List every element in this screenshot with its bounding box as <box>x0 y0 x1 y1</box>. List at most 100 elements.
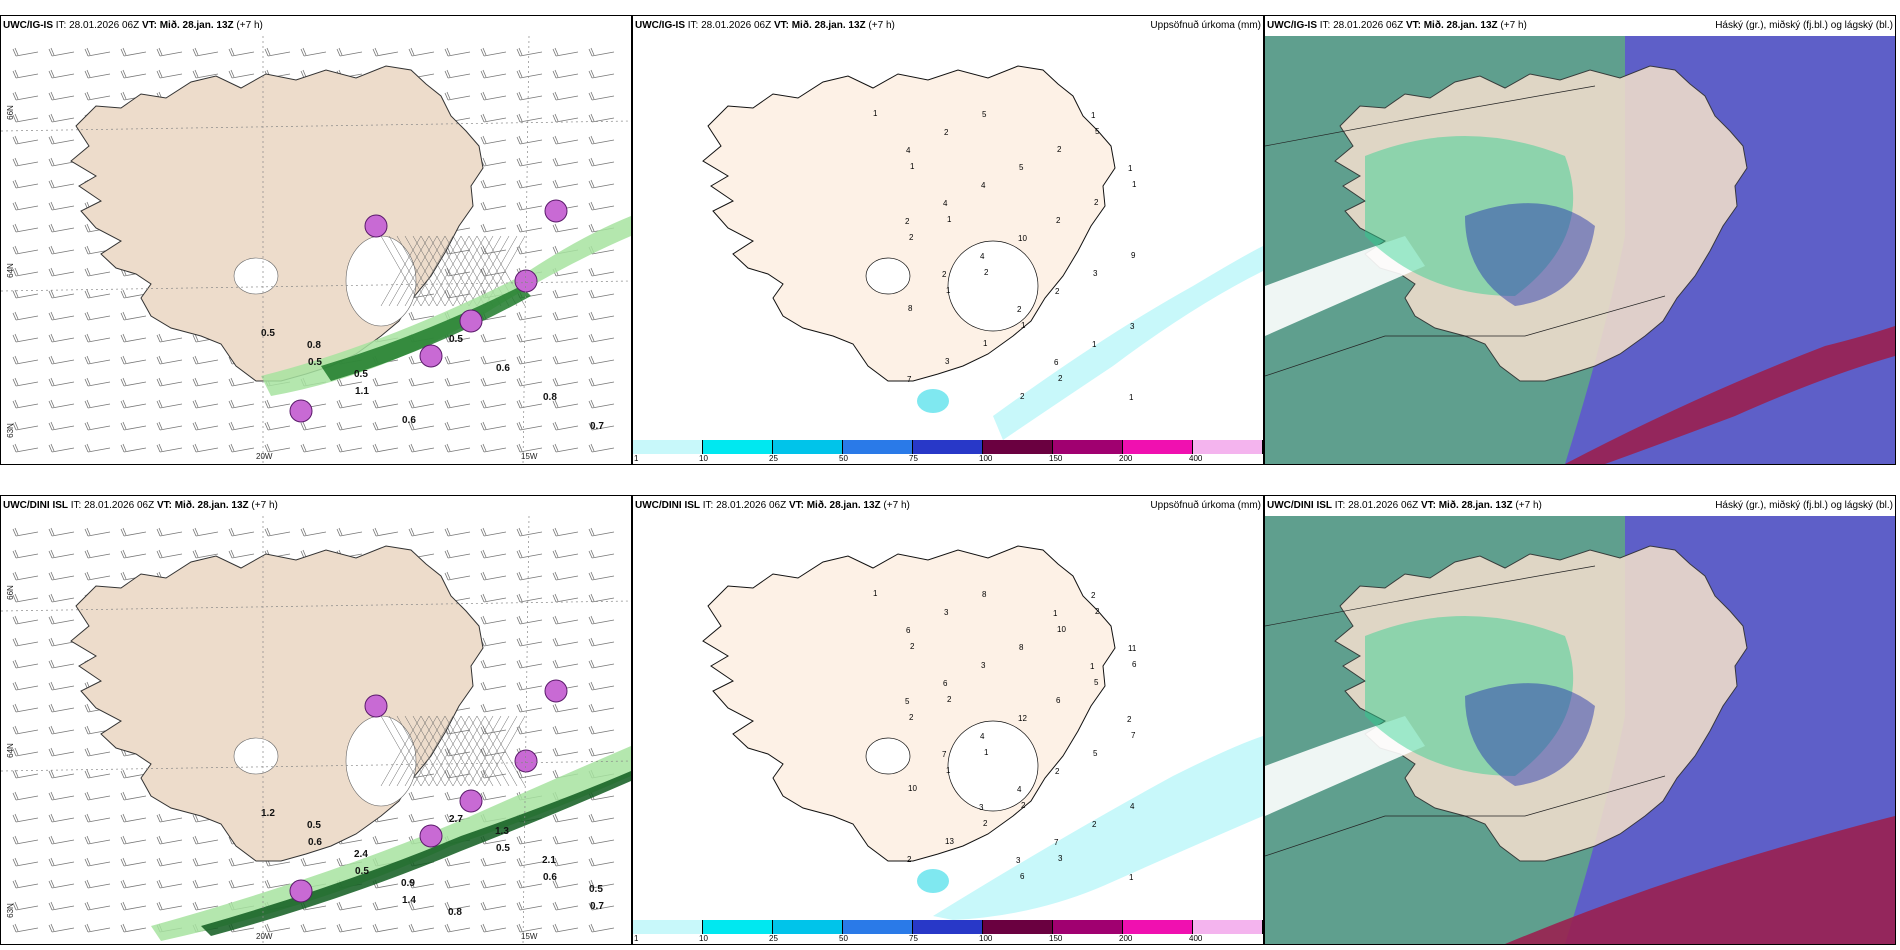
hatch-line <box>428 235 470 307</box>
graticule-line <box>1265 85 1596 147</box>
precip-value: 4 <box>906 146 911 155</box>
precip-value: 5 <box>1095 127 1100 136</box>
wind-barb <box>516 201 543 211</box>
wind-barb <box>12 443 39 453</box>
wind-barb <box>336 443 363 453</box>
wind-barb <box>48 571 75 581</box>
wind-barb <box>588 135 615 145</box>
precip-spot <box>917 869 949 893</box>
wind-barb <box>120 901 147 911</box>
wind-barb <box>120 923 147 933</box>
wind-barb <box>552 223 579 233</box>
hatch-line <box>436 235 478 307</box>
wind-barb <box>552 901 579 911</box>
cloud-map <box>1265 516 1895 944</box>
wind-barb <box>372 377 399 387</box>
wind-barb <box>552 659 579 669</box>
wind-barb <box>372 421 399 431</box>
colorbar-tick: 1 <box>634 934 639 943</box>
wind-barb <box>372 443 399 453</box>
glacier <box>345 715 417 807</box>
wind-barb <box>120 527 147 537</box>
wind-barb <box>516 549 543 559</box>
precip-value: 12 <box>1018 714 1027 723</box>
wind-barb <box>516 443 543 453</box>
wind-map: 0.5 0.5 1.1 0.6 0.5 0.6 0.8 0.7 0.8 0.5 <box>1 36 631 464</box>
wind-barb <box>156 443 183 453</box>
wind-barb <box>84 443 111 453</box>
precip-value: 2 <box>1020 392 1025 401</box>
wind-barb <box>336 901 363 911</box>
wind-barb <box>192 443 219 453</box>
colorbar-swatch <box>633 920 703 934</box>
wind-barb <box>84 747 111 757</box>
wind-barb <box>516 923 543 933</box>
graticule-line <box>1265 295 1666 377</box>
wind-barb <box>120 835 147 845</box>
wind-barb <box>120 813 147 823</box>
graticule-line <box>1 120 631 132</box>
wind-barb <box>48 901 75 911</box>
colorbar: 1 10 25 50 75 100 150 200 400 <box>633 920 1263 944</box>
precip-value: 1 <box>1129 873 1134 882</box>
wind-value-label: 0.6 <box>402 415 416 426</box>
wind-barb <box>84 923 111 933</box>
wind-barb <box>84 901 111 911</box>
wind-barb <box>372 835 399 845</box>
wind-barb <box>48 527 75 537</box>
wind-value-label: 0.7 <box>590 901 604 912</box>
colorbar-swatch <box>843 440 913 454</box>
wind-barb <box>552 857 579 867</box>
wind-barb <box>516 113 543 123</box>
wind-barb <box>588 615 615 625</box>
wind-value-label: 0.5 <box>354 369 368 380</box>
wind-barb <box>516 527 543 537</box>
colorbar-tick: 25 <box>769 934 778 943</box>
wind-barb <box>552 443 579 453</box>
wind-barb <box>408 399 435 409</box>
wind-barb <box>588 747 615 757</box>
wind-barb <box>444 91 471 101</box>
wind-value-label: 0.6 <box>496 363 510 374</box>
wind-barb <box>264 47 291 57</box>
wind-barb <box>444 879 471 889</box>
wind-barb <box>12 135 39 145</box>
colorbar-swatch <box>843 920 913 934</box>
wind-barb <box>156 421 183 431</box>
wind-barb <box>12 593 39 603</box>
wind-barb <box>12 571 39 581</box>
glacier <box>233 257 279 295</box>
wind-barb <box>516 571 543 581</box>
wind-barb <box>480 91 507 101</box>
wind-barb <box>552 113 579 123</box>
precip-value: 1 <box>1129 393 1134 402</box>
precip-value: 4 <box>943 199 948 208</box>
precip-value: 1 <box>946 286 951 295</box>
wind-barb <box>48 703 75 713</box>
wind-barb <box>12 901 39 911</box>
wind-barb <box>156 901 183 911</box>
hatch-line <box>460 235 502 307</box>
hatch-line <box>380 235 422 307</box>
wind-barb <box>192 69 219 79</box>
wind-barb <box>120 355 147 365</box>
precip-value: 2 <box>984 268 989 277</box>
precip-value: 6 <box>1056 696 1061 705</box>
snow-blob <box>544 679 568 703</box>
wind-barb <box>552 135 579 145</box>
precip-value: 8 <box>908 304 913 313</box>
wind-barb <box>192 399 219 409</box>
precip-value: 4 <box>1130 802 1135 811</box>
wind-barb <box>588 901 615 911</box>
snow-blob <box>459 789 483 813</box>
snow-blob <box>419 344 443 368</box>
wind-barb <box>12 399 39 409</box>
snow-blob <box>419 824 443 848</box>
precip-value: 3 <box>1058 854 1063 863</box>
wind-barb <box>480 791 507 801</box>
precip-band <box>151 746 631 941</box>
precip-value: 5 <box>1019 163 1024 172</box>
cloud-map <box>1265 36 1895 464</box>
wind-barb <box>552 399 579 409</box>
wind-barb <box>12 813 39 823</box>
